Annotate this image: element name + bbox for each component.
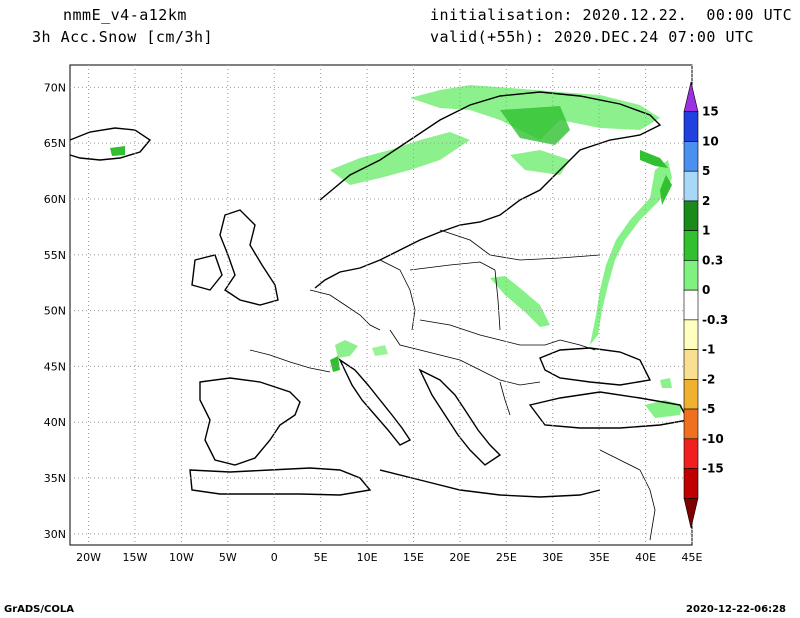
colorbar-segment: [683, 497, 699, 529]
lon-label: 15W: [123, 551, 148, 564]
colorbar-segment: [683, 289, 699, 321]
lon-label: 0: [271, 551, 278, 564]
colorbar-label: 15: [702, 105, 719, 119]
lat-label: 45N: [44, 360, 66, 373]
colorbar-label: 0: [702, 283, 710, 297]
lon-label: 40E: [635, 551, 656, 564]
lat-label: 35N: [44, 472, 66, 485]
footer-timestamp: 2020-12-22-06:28: [686, 604, 786, 615]
colorbar-labels: 15 10 5 2 1 0.3 0 -0.3 -1 -2 -5 -10 -15: [702, 105, 728, 476]
colorbar-label: -15: [702, 462, 724, 476]
country-borders: [249, 229, 656, 541]
lon-label: 25E: [496, 551, 517, 564]
lat-label: 60N: [44, 193, 66, 206]
colorbar-label: -2: [702, 372, 715, 386]
colorbar: [683, 81, 699, 529]
longitude-labels: 20W 15W 10W 5W 0 5E 10E 15E 20E 25E 30E 35E 40E 45E: [76, 551, 702, 564]
initialisation-time: initialisation: 2020.12.22. 00:00 UTC: [430, 6, 793, 24]
lon-label: 10W: [169, 551, 194, 564]
colorbar-label: -10: [702, 432, 724, 446]
colorbar-label: 1: [702, 224, 710, 238]
footer-software-credit: GrADS/COLA: [4, 604, 74, 615]
colorbar-label: 10: [702, 134, 719, 148]
snow-fields: [110, 85, 682, 418]
colorbar-segment: [683, 260, 699, 291]
lon-label: 20W: [76, 551, 101, 564]
colorbar-label: 0.3: [702, 253, 723, 267]
colorbar-segment: [683, 468, 699, 499]
colorbar-segment: [683, 111, 699, 142]
colorbar-segment: [683, 408, 699, 440]
colorbar-segment: [683, 230, 699, 261]
colorbar-label: -0.3: [702, 313, 728, 327]
colorbar-label: 5: [702, 164, 710, 178]
lat-label: 55N: [44, 249, 66, 262]
lon-label: 35E: [589, 551, 610, 564]
lat-label: 50N: [44, 305, 66, 318]
colorbar-label: 2: [702, 194, 710, 208]
colorbar-segment: [683, 349, 699, 380]
lat-label: 65N: [44, 137, 66, 150]
colorbar-segment: [683, 141, 699, 172]
lon-label: 10E: [357, 551, 378, 564]
lon-label: 45E: [682, 551, 703, 564]
map-frame: [69, 64, 693, 546]
lon-label: 30E: [542, 551, 563, 564]
colorbar-segment: [683, 379, 699, 410]
lon-label: 15E: [403, 551, 424, 564]
lon-label: 5W: [219, 551, 237, 564]
colorbar-segment: [683, 438, 699, 469]
colorbar-segment: [683, 319, 699, 350]
model-title: nmmE_v4-a12km: [63, 6, 187, 24]
lon-label: 5E: [314, 551, 328, 564]
lat-label: 40N: [44, 416, 66, 429]
colorbar-label: -5: [702, 402, 715, 416]
colorbar-segment: [683, 170, 699, 202]
lat-label: 70N: [44, 81, 66, 94]
latitude-labels: 30N 35N 40N 45N 50N 55N 60N 65N 70N: [44, 81, 66, 541]
field-title: 3h Acc.Snow [cm/3h]: [32, 28, 214, 46]
colorbar-segment: [683, 200, 699, 231]
lon-label: 20E: [449, 551, 470, 564]
lat-label: 30N: [44, 528, 66, 541]
colorbar-label: -1: [702, 343, 715, 357]
valid-time: valid(+55h): 2020.DEC.24 07:00 UTC: [430, 28, 755, 46]
